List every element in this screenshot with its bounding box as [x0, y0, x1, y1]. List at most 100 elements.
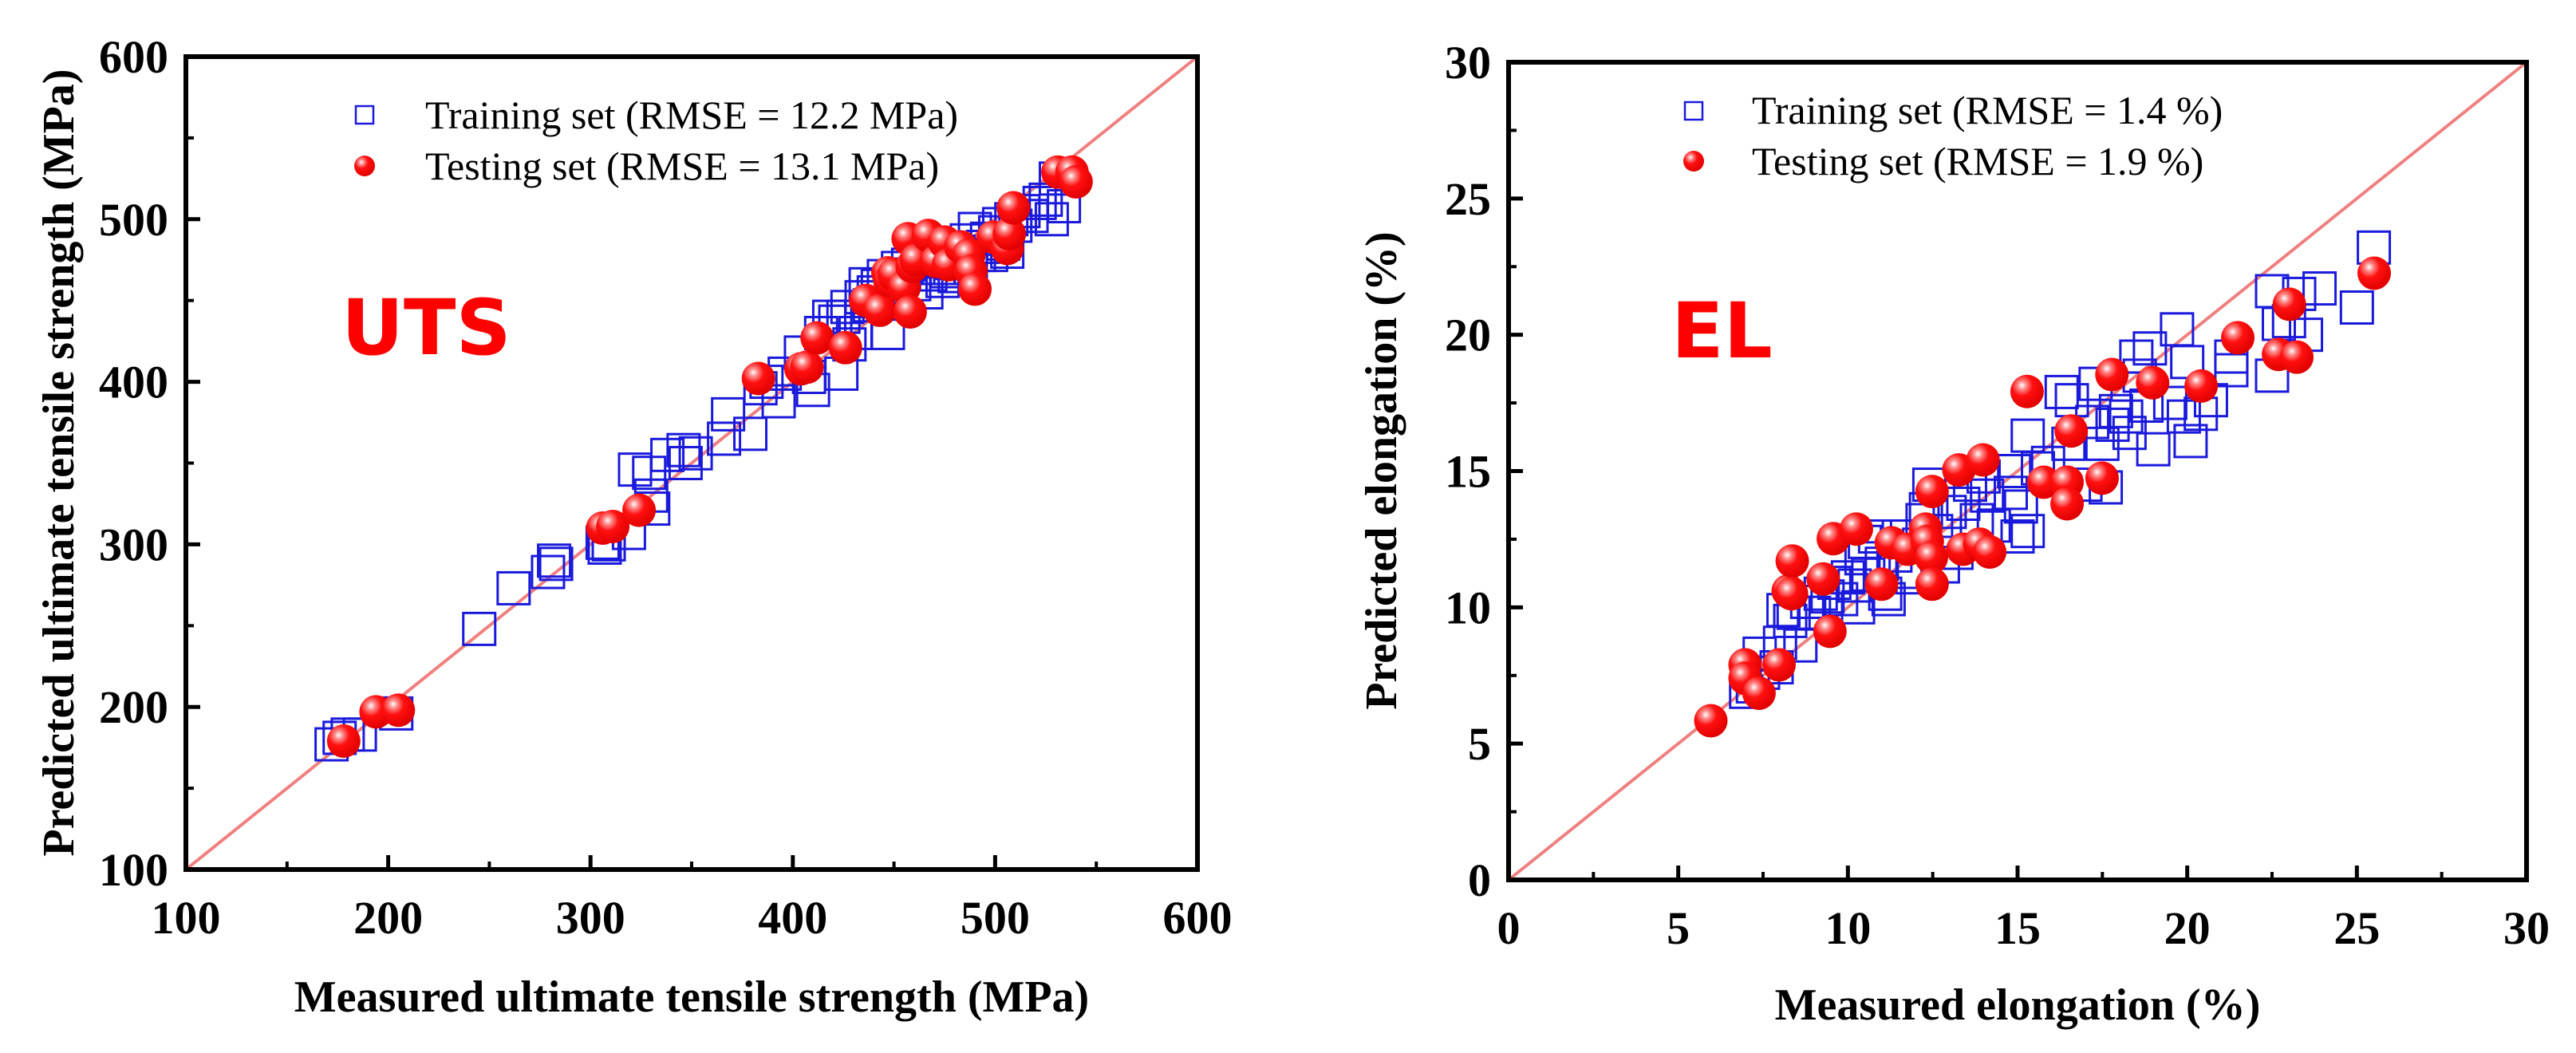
training-point — [707, 421, 742, 456]
el-legend-training-marker — [1683, 101, 1704, 121]
testing-point — [1761, 648, 1796, 682]
testing-point — [326, 724, 361, 758]
testing-point — [381, 693, 416, 728]
el-y-tick-label: 0 — [1468, 854, 1491, 906]
training-point — [733, 416, 768, 452]
uts-y-tick-label: 500 — [99, 194, 168, 246]
testing-point — [1915, 567, 1949, 601]
el-y-axis-title: Predicted elongation (%) — [1357, 231, 1406, 709]
training-point — [668, 446, 703, 480]
training-point — [632, 456, 667, 491]
training-point — [2132, 331, 2168, 366]
testing-point — [596, 509, 630, 543]
training-point — [1932, 495, 1967, 530]
testing-point — [2280, 340, 2314, 374]
testing-point — [2357, 256, 2392, 290]
testing-point — [1914, 540, 1948, 574]
uts-panel: 100 200 300 400 500 600 100 200 300 400 500 600 UTS… — [34, 31, 1233, 1022]
uts-x-tick-label: 600 — [1163, 892, 1233, 944]
training-point — [1034, 202, 1069, 237]
testing-point — [622, 493, 657, 527]
testing-point — [958, 272, 992, 306]
uts-y-tick-label: 200 — [99, 681, 168, 733]
testing-point — [2026, 465, 2061, 499]
testing-point — [800, 321, 834, 355]
training-point — [2003, 489, 2038, 524]
el-x-tick-label: 10 — [1825, 902, 1871, 954]
training-point — [496, 570, 531, 605]
el-y-tick-label: 25 — [1445, 173, 1491, 225]
training-point — [2098, 393, 2133, 428]
el-series-testing — [1694, 256, 2392, 738]
training-point — [2044, 374, 2079, 409]
uts-x-tick-label: 200 — [353, 892, 423, 944]
testing-point — [2050, 487, 2085, 521]
uts-legend: Training set (RMSE = 12.2 MPa) Testing s… — [354, 93, 958, 188]
training-point — [1970, 478, 2005, 513]
el-legend-testing-marker — [1683, 151, 1704, 172]
el-x-axis-title: Measured elongation (%) — [1775, 980, 2261, 1030]
training-point — [2152, 385, 2187, 420]
testing-point — [1806, 562, 1840, 596]
el-y-tick-label: 15 — [1445, 446, 1491, 498]
el-x-tick-label: 0 — [1497, 902, 1521, 954]
uts-x-axis-title: Measured ultimate tensile strength (MPa) — [294, 972, 1089, 1022]
el-y-tick-label: 30 — [1445, 37, 1491, 89]
el-legend-training-label: Training set (RMSE = 1.4 %) — [1752, 88, 2223, 132]
uts-y-tick-label: 600 — [99, 31, 168, 83]
training-point — [711, 396, 746, 432]
testing-point — [2085, 461, 2119, 495]
testing-point — [2095, 357, 2129, 392]
training-point — [1997, 454, 2032, 488]
training-point — [2000, 519, 2035, 554]
training-point — [761, 384, 796, 419]
uts-y-tick-label: 100 — [99, 844, 168, 896]
el-y-tick-label: 20 — [1445, 310, 1491, 361]
uts-y-tick-label: 300 — [99, 519, 168, 570]
training-point — [2173, 424, 2208, 459]
uts-panel-label: UTS — [341, 283, 511, 373]
testing-point — [1774, 577, 1809, 611]
testing-point — [1966, 443, 2000, 477]
training-point — [666, 432, 701, 467]
uts-y-tick-label: 400 — [99, 357, 168, 408]
training-point — [1993, 475, 2028, 511]
training-point — [537, 543, 572, 578]
testing-point — [1813, 614, 1847, 649]
uts-x-tick-label: 300 — [556, 892, 625, 944]
el-reference-line — [1507, 61, 2528, 881]
testing-point — [1775, 544, 1809, 578]
testing-point — [1742, 676, 1776, 710]
testing-point — [992, 217, 1027, 251]
uts-x-tick-label: 100 — [152, 892, 221, 944]
testing-point — [1839, 512, 1873, 546]
testing-point — [790, 350, 824, 385]
uts-legend-testing-label: Testing set (RMSE = 13.1 MPa) — [425, 144, 939, 188]
testing-point — [862, 293, 897, 327]
testing-point — [1059, 164, 1093, 199]
testing-point — [996, 191, 1031, 225]
uts-plot-area: 100 200 300 400 500 600 100 200 300 400 500 600 — [99, 31, 1233, 944]
testing-point — [741, 361, 775, 396]
training-point — [538, 546, 574, 582]
el-legend-testing-label: Testing set (RMSE = 1.9 %) — [1752, 139, 2203, 183]
training-point — [2136, 432, 2171, 467]
uts-y-axis-title: Predicted ultimate tensile strength (MPa… — [34, 69, 84, 856]
el-panel-label: EL — [1671, 286, 1773, 376]
testing-point — [1864, 567, 1899, 601]
el-x-tick-label: 25 — [2333, 902, 2380, 954]
el-legend: Training set (RMSE = 1.4 %) Testing set … — [1683, 88, 2223, 183]
training-point — [2214, 353, 2249, 388]
testing-point — [2010, 374, 2044, 408]
testing-point — [828, 330, 862, 365]
testing-point — [1915, 475, 1949, 509]
training-point — [1028, 182, 1063, 217]
el-x-tick-label: 20 — [2164, 902, 2211, 954]
testing-point — [1694, 704, 1728, 738]
training-point — [2339, 290, 2374, 325]
training-point — [2010, 514, 2045, 549]
el-y-tick-label: 5 — [1468, 718, 1491, 770]
training-point — [531, 554, 566, 590]
uts-x-tick-label: 400 — [758, 892, 827, 944]
